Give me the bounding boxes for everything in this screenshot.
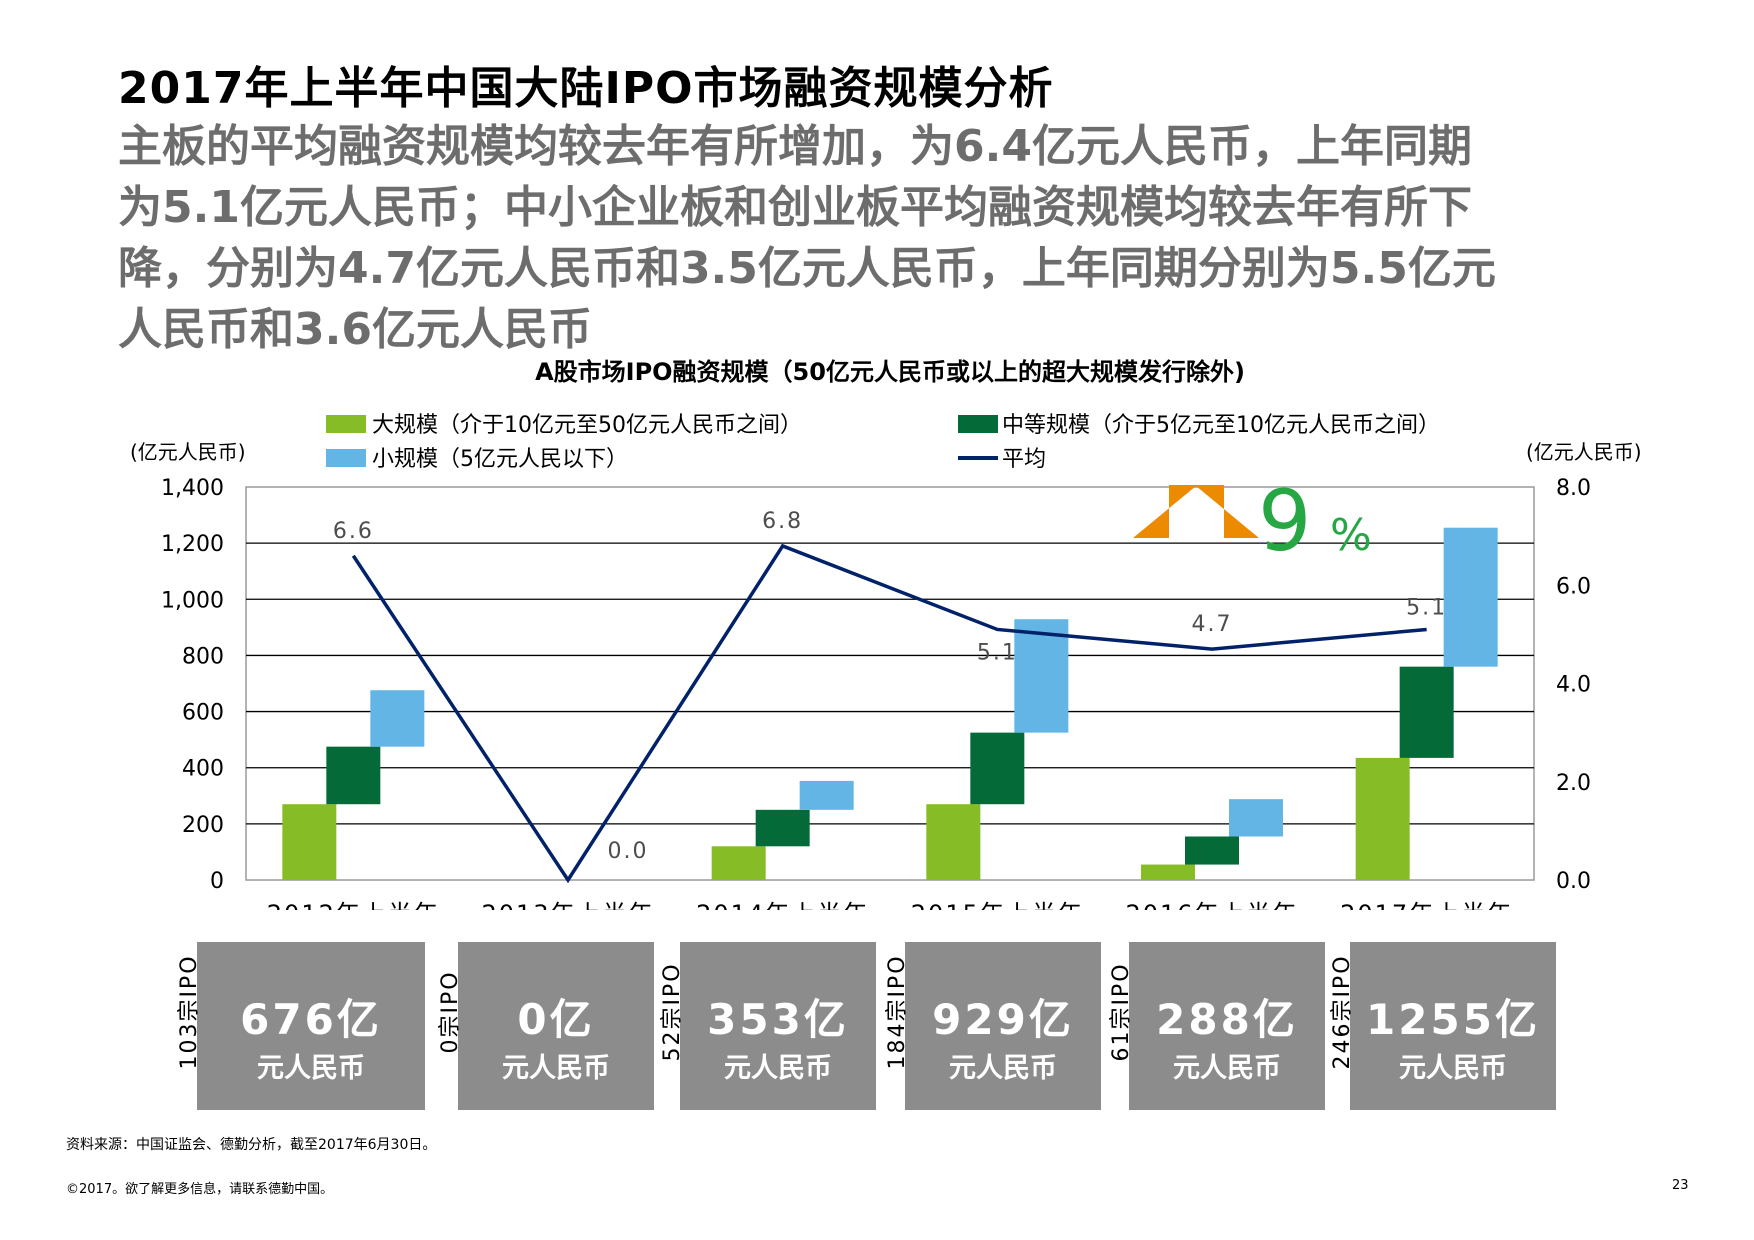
y-left-tick-label: 400 <box>182 757 224 782</box>
card-unit: 元人民币 <box>1399 1053 1507 1084</box>
card-amount: 353亿 <box>707 995 849 1044</box>
card-unit: 元人民币 <box>724 1053 832 1084</box>
average-data-label: 5.1 <box>977 640 1018 665</box>
y-right-tick-label: 8.0 <box>1556 476 1591 501</box>
copyright: ©2017。欲了解更多信息，请联系德勤中国。 <box>66 1182 334 1197</box>
average-line <box>351 543 1427 884</box>
x-category-label: 2015年上半年 <box>911 900 1084 910</box>
bar-large <box>1355 757 1410 880</box>
y-left-tick-label: 600 <box>182 701 224 726</box>
bar-small <box>370 690 425 747</box>
bar-medium <box>1399 666 1454 758</box>
x-category-label: 2012年上半年 <box>267 900 440 910</box>
y-left-tick-label: 800 <box>182 644 224 669</box>
card-ipo-count: 52宗IPO <box>660 962 685 1062</box>
card-amount: 1255亿 <box>1366 995 1540 1044</box>
bar-medium <box>326 746 381 805</box>
ipo-funding-chart: A股市场IPO融资规模（50亿元人民币或以上的超大规模发行除外) 大规模（介于1… <box>130 358 1642 910</box>
x-category-label: 2017年上半年 <box>1340 900 1513 910</box>
legend-swatch-large <box>326 415 366 433</box>
y-left-tick-label: 0 <box>210 869 224 894</box>
y-left-tick-label: 1,000 <box>161 588 224 613</box>
card-amount: 288亿 <box>1156 995 1298 1044</box>
summary-card: 0亿元人民币 <box>458 942 654 1110</box>
card-ipo-count: 246宗IPO <box>1330 954 1355 1070</box>
summary-card: 288亿元人民币 <box>1129 942 1325 1110</box>
growth-arrow-icon <box>1133 485 1259 538</box>
card-unit: 元人民币 <box>1173 1053 1281 1084</box>
y-right-axis-label: (亿元人民币) <box>1526 440 1642 464</box>
x-category-label: 2016年上半年 <box>1125 900 1298 910</box>
subtitle-line: 降，分别为4.7亿元人民币和3.5亿元人民币，上年同期分别为5.5亿元 <box>118 243 1496 294</box>
bar-layer <box>282 527 1498 880</box>
y-left-axis-label: (亿元人民币) <box>130 440 246 464</box>
x-category-label: 2013年上半年 <box>481 900 654 910</box>
bar-large <box>926 804 981 880</box>
y-right-tick-label: 6.0 <box>1556 574 1591 599</box>
tick-layer: 0 200 400 600 800 1,000 1,200 1,400 0.0 2.0 4.0 6.0… <box>161 476 1591 910</box>
summary-card: 929亿元人民币 <box>905 942 1101 1110</box>
y-left-tick-label: 1,400 <box>161 476 224 501</box>
bar-small <box>1014 619 1069 733</box>
y-left-tick-label: 200 <box>182 813 224 838</box>
subtitle-line: 主板的平均融资规模均较去年有所增加，为6.4亿元人民币，上年同期 <box>118 121 1472 172</box>
legend-label-large: 大规模（介于10亿元至50亿元人民币之间） <box>372 413 802 438</box>
card-unit: 元人民币 <box>257 1053 365 1084</box>
subtitle-line: 为5.1亿元人民币；中小企业板和创业板平均融资规模均较去年有所下 <box>118 182 1472 233</box>
bar-medium <box>970 732 1025 805</box>
card-ipo-count: 61宗IPO <box>1109 962 1134 1062</box>
line-layer: 6.6 0.0 6.8 5.1 4.7 5.1 <box>333 509 1447 884</box>
card-amount: 929亿 <box>932 995 1074 1044</box>
growth-unit: % <box>1330 510 1372 561</box>
average-data-label: 0.0 <box>608 839 649 864</box>
page-subtitle: 主板的平均融资规模均较去年有所增加，为6.4亿元人民币，上年同期 为5.1亿元人… <box>118 116 1738 360</box>
page-number: 23 <box>1672 1178 1689 1193</box>
bar-large <box>711 846 766 880</box>
y-right-tick-label: 4.0 <box>1556 673 1591 698</box>
summary-card: 1255亿元人民币 <box>1350 942 1556 1110</box>
source-note: 资料来源：中国证监会、德勤分析，截至2017年6月30日。 <box>66 1137 437 1153</box>
subtitle-line: 人民币和3.6亿元人民币 <box>118 304 592 355</box>
legend-swatch-small <box>326 449 366 467</box>
average-data-label: 6.8 <box>762 509 803 534</box>
bar-small <box>1443 527 1498 667</box>
legend-label-medium: 中等规模（介于5亿元至10亿元人民币之间） <box>1002 413 1440 438</box>
card-ipo-count: 103宗IPO <box>177 954 202 1070</box>
y-right-tick-label: 2.0 <box>1556 771 1591 796</box>
x-category-label: 2014年上半年 <box>696 900 869 910</box>
card-amount: 0亿 <box>517 995 595 1044</box>
card-amount: 676亿 <box>240 995 382 1044</box>
bar-large <box>282 804 337 880</box>
average-data-label: 6.6 <box>333 519 374 544</box>
card-ipo-count: 184宗IPO <box>885 954 910 1070</box>
chart-title: A股市场IPO融资规模（50亿元人民币或以上的超大规模发行除外) <box>535 358 1245 386</box>
average-data-label: 4.7 <box>1192 612 1233 637</box>
plot-frame <box>245 486 1535 881</box>
grid-layer <box>245 486 1535 881</box>
y-left-tick-label: 1,200 <box>161 532 224 557</box>
page-title: 2017年上半年中国大陆IPO市场融资规模分析 <box>118 63 1054 114</box>
card-ipo-count: 0宗IPO <box>438 970 463 1054</box>
bar-medium <box>1185 836 1239 865</box>
bar-large <box>1141 864 1195 880</box>
bar-medium <box>755 809 810 847</box>
summary-card: 353亿元人民币 <box>680 942 876 1110</box>
card-unit: 元人民币 <box>949 1053 1057 1084</box>
bar-small <box>799 780 854 810</box>
growth-value: 9 <box>1258 472 1311 570</box>
legend-label-small: 小规模（5亿元人民以下） <box>372 447 628 472</box>
card-unit: 元人民币 <box>502 1053 610 1084</box>
summary-card: 676亿元人民币 <box>197 942 425 1110</box>
legend-label-average: 平均 <box>1002 447 1046 472</box>
y-right-tick-label: 0.0 <box>1556 869 1591 894</box>
bar-small <box>1229 799 1283 837</box>
average-data-label: 5.1 <box>1406 595 1447 620</box>
legend-swatch-medium <box>958 415 998 433</box>
